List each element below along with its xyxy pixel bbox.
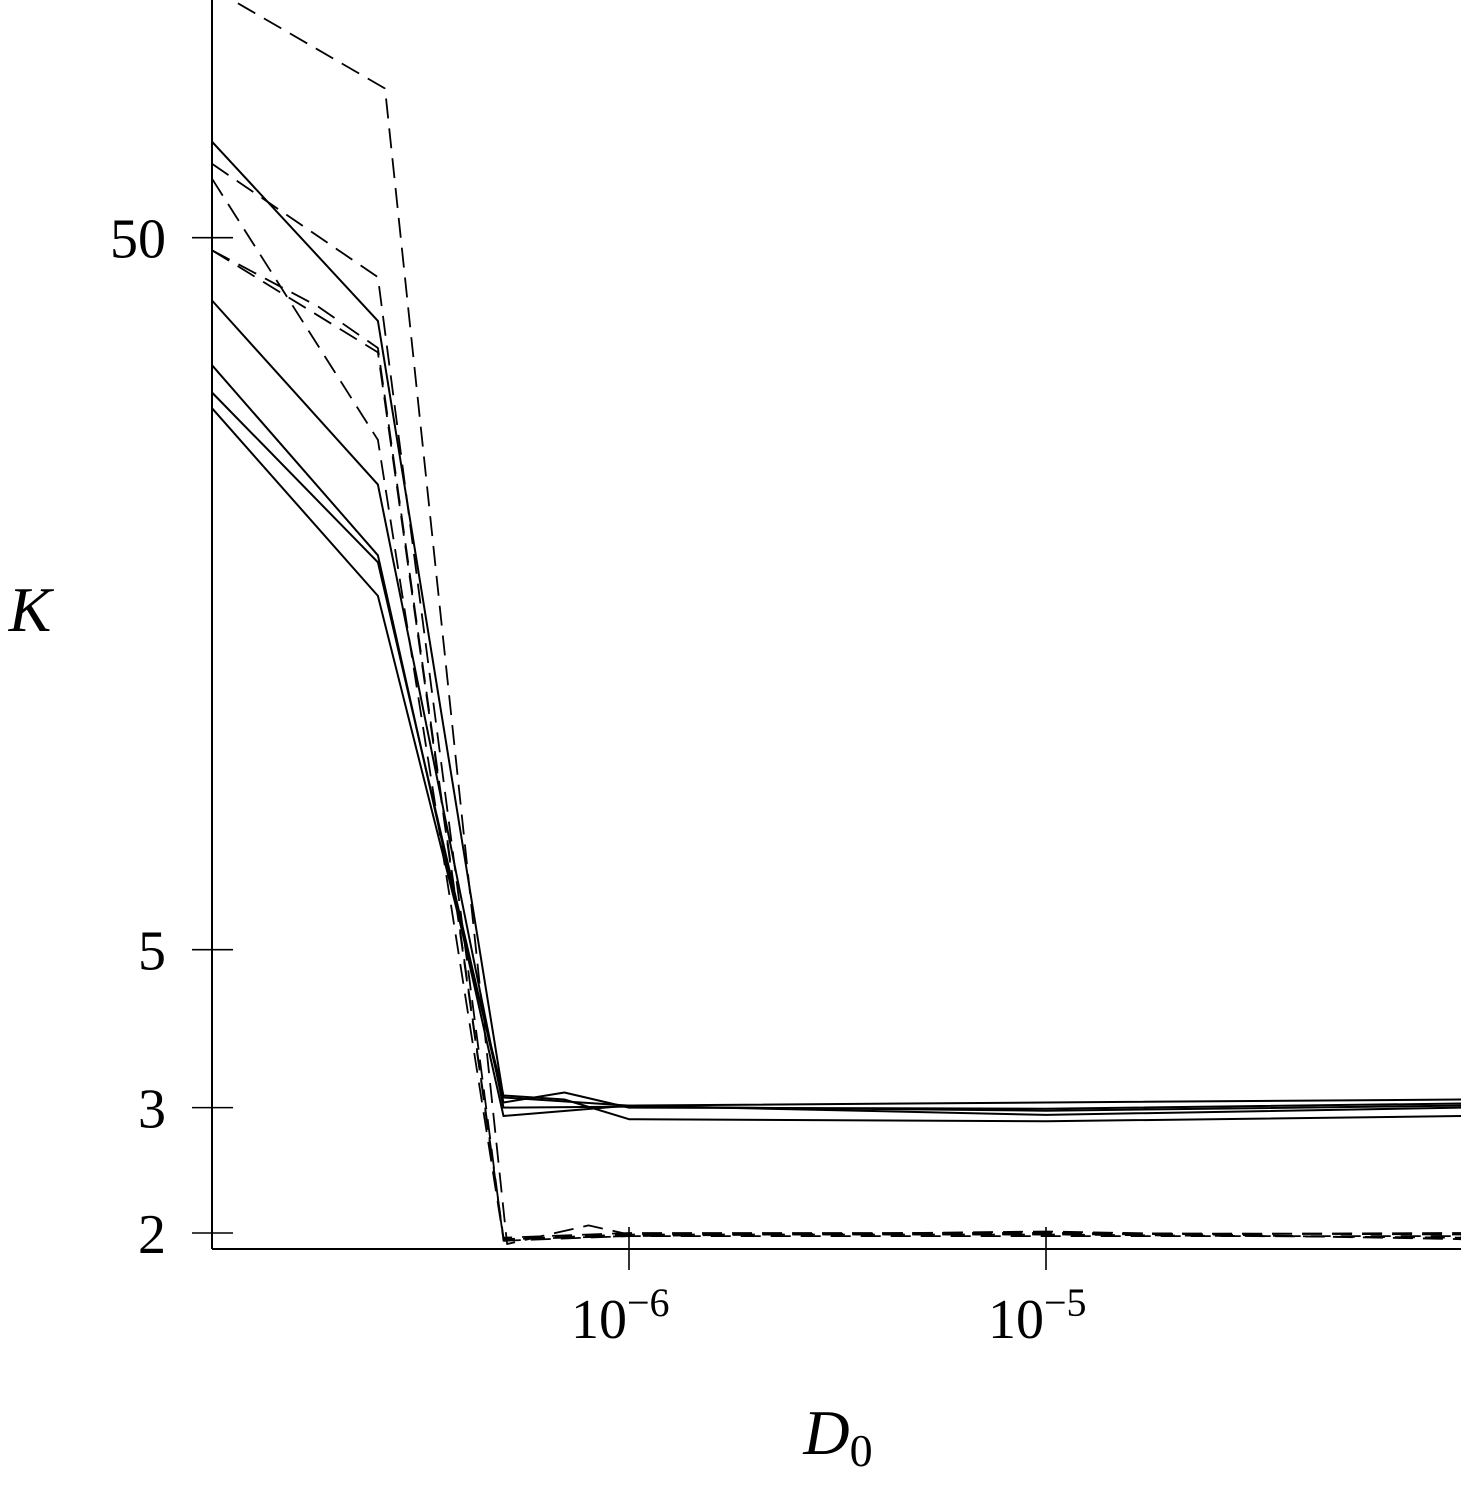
x-ticks: 10−6 10−5 (571, 1227, 1087, 1351)
series-layer (211, 0, 1461, 1245)
series-line-1-solid (211, 141, 1461, 1107)
x-tick-label-1: 10−6 (571, 1280, 670, 1351)
y-tick-label-50: 50 (110, 209, 166, 271)
x-axis-title-subscript: 0 (850, 1425, 873, 1476)
series-line-6-dashed (230, 0, 1461, 1245)
series-line-9-dashed (211, 249, 1461, 1239)
series-line-5-solid (211, 407, 1461, 1123)
x-tick-label-2: 10−5 (988, 1280, 1087, 1351)
y-tick-label-5: 5 (138, 921, 166, 983)
series-line-4-solid (211, 391, 1461, 1110)
series-line-2-solid (211, 299, 1461, 1112)
series-line-7-dashed (211, 163, 1461, 1242)
x-axis-title: D0 (802, 1397, 872, 1476)
series-line-3-solid (211, 364, 1461, 1117)
series-line-10-dashed (211, 249, 1461, 1241)
y-ticks: 2 3 5 50 (110, 209, 233, 1266)
y-tick-label-2: 2 (138, 1204, 166, 1266)
y-axis-title: K (8, 574, 55, 645)
y-tick-label-3: 3 (138, 1079, 166, 1141)
x-axis-title-main: D (802, 1397, 849, 1468)
series-line-8-dashed (211, 178, 1461, 1241)
